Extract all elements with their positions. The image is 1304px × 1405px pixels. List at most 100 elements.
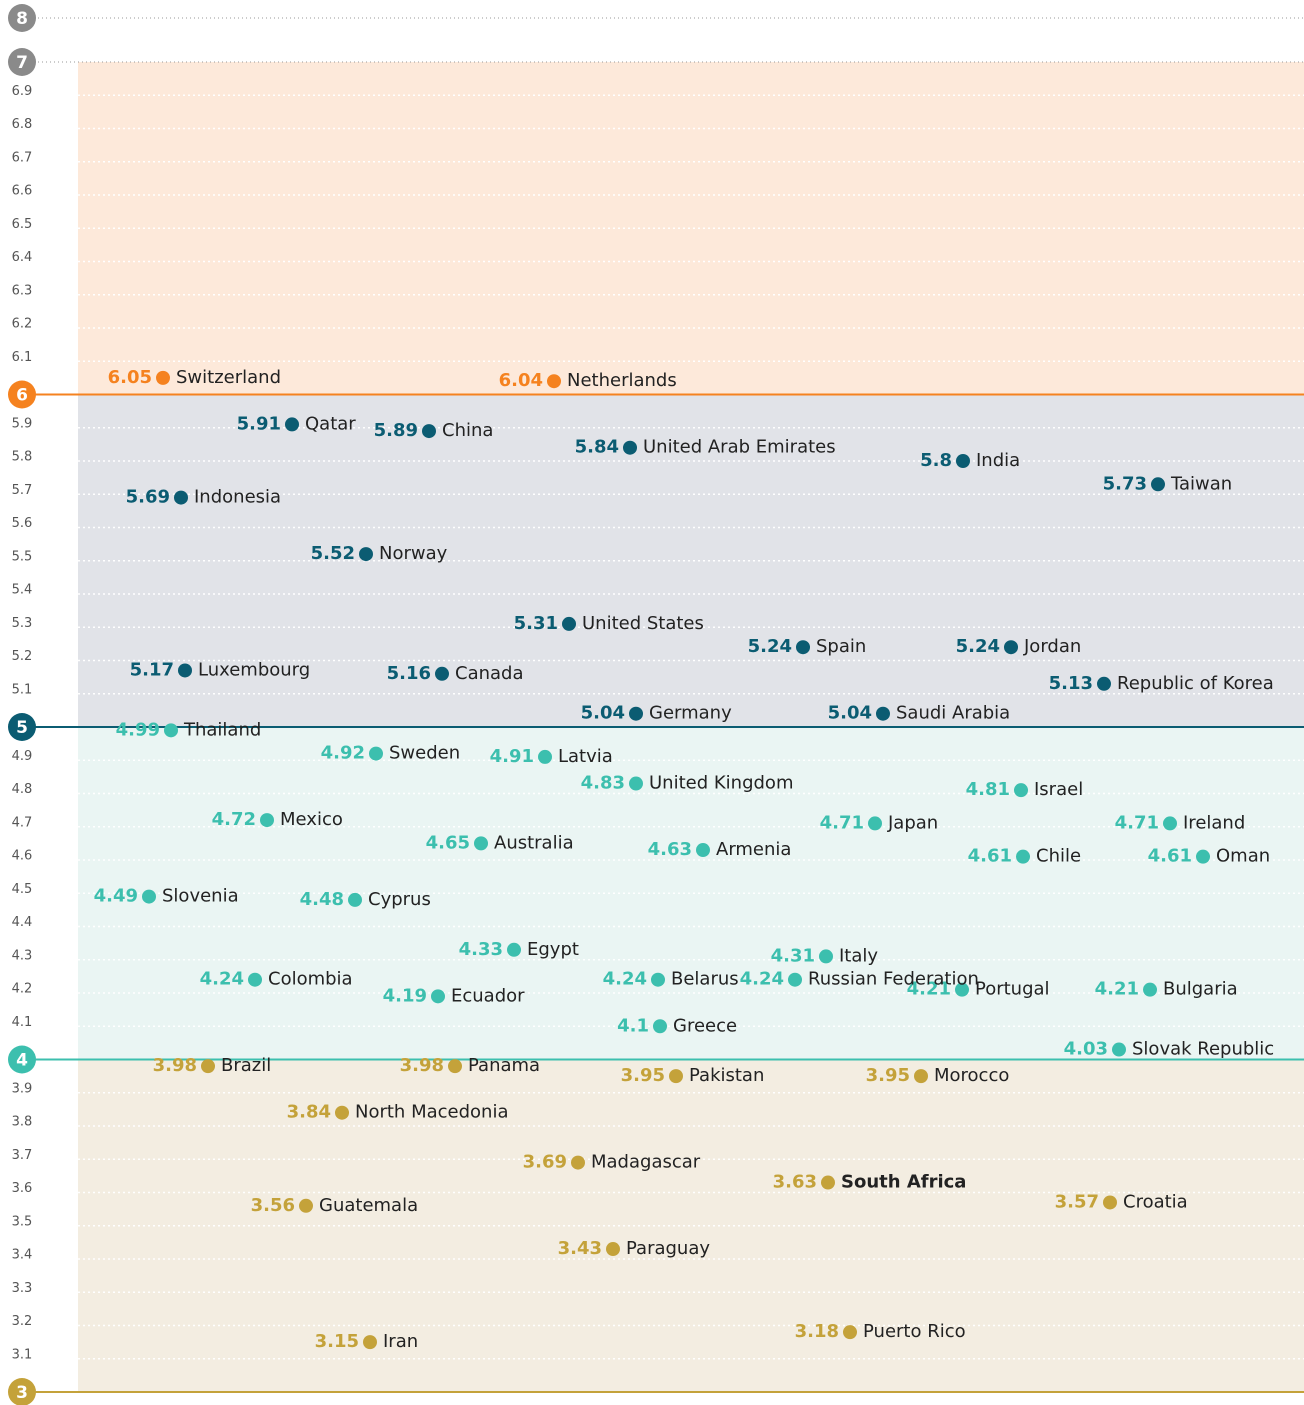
- value-label: 4.19: [383, 985, 427, 1006]
- country-label: South Africa: [841, 1172, 966, 1193]
- country-label: Israel: [1034, 779, 1083, 800]
- value-label: 4.49: [94, 886, 138, 907]
- value-label: 4.71: [820, 812, 864, 833]
- major-tick: [8, 1378, 36, 1405]
- point: 5.24 Jordan: [956, 636, 1082, 657]
- dot: [507, 942, 521, 957]
- point: 4.49 Slovenia: [94, 886, 239, 907]
- country-label: Switzerland: [176, 367, 281, 388]
- point: 3.98 Panama: [400, 1055, 541, 1076]
- dot: [248, 972, 262, 987]
- y-tick-label: 5.1: [12, 682, 33, 697]
- country-label: Japan: [887, 812, 938, 833]
- point: 4.31 Italy: [771, 945, 879, 966]
- dot: [696, 843, 710, 858]
- value-label: 3.56: [251, 1195, 295, 1216]
- country-label: India: [976, 450, 1020, 471]
- value-label: 3.69: [523, 1152, 567, 1173]
- country-label: Egypt: [527, 939, 579, 960]
- country-label: Oman: [1216, 846, 1270, 867]
- y-tick-label: 5.5: [12, 549, 33, 564]
- country-label: Greece: [673, 1015, 737, 1036]
- value-label: 4.24: [603, 969, 647, 990]
- country-label: Sweden: [389, 743, 460, 764]
- dot: [1016, 849, 1030, 864]
- point: 3.18 Puerto Rico: [795, 1321, 966, 1342]
- dot: [335, 1105, 349, 1120]
- band: [78, 62, 1304, 395]
- y-tick-label: 4.2: [12, 982, 33, 997]
- value-label: 4.71: [1115, 812, 1159, 833]
- dot: [1112, 1042, 1126, 1057]
- point: 5.84 United Arab Emirates: [575, 437, 836, 458]
- point: 3.43 Paraguay: [558, 1238, 711, 1259]
- country-label: Pakistan: [689, 1065, 764, 1086]
- value-label: 5.52: [311, 543, 355, 564]
- major-tick: [8, 48, 36, 76]
- country-label: Paraguay: [626, 1238, 710, 1259]
- y-tick-label: 6.9: [12, 84, 33, 99]
- country-label: Puerto Rico: [863, 1321, 966, 1342]
- dot: [178, 663, 192, 678]
- y-tick-label: 3.6: [12, 1181, 33, 1196]
- y-tick-label: 4.7: [12, 815, 33, 830]
- value-label: 3.63: [773, 1172, 817, 1193]
- dot: [562, 616, 576, 631]
- point: 4.92 Sweden: [321, 743, 461, 764]
- dot: [955, 982, 969, 997]
- y-tick-label: 8: [16, 9, 28, 29]
- y-tick-label: 4.9: [12, 749, 33, 764]
- country-label: Australia: [494, 832, 574, 853]
- point: 5.69 Indonesia: [126, 487, 281, 508]
- country-label: Brazil: [221, 1055, 271, 1076]
- point: 4.24 Colombia: [200, 969, 353, 990]
- country-label: Slovenia: [162, 886, 239, 907]
- dot: [629, 706, 643, 721]
- dot: [819, 949, 833, 964]
- point: 4.19 Ecuador: [383, 985, 526, 1006]
- value-label: 3.95: [621, 1065, 665, 1086]
- y-tick-label: 3.9: [12, 1081, 33, 1096]
- point: 3.15 Iran: [315, 1331, 419, 1352]
- value-label: 5.13: [1049, 673, 1093, 694]
- point: 3.69 Madagascar: [523, 1152, 701, 1173]
- dot: [876, 706, 890, 721]
- country-label: United Kingdom: [649, 773, 793, 794]
- dot: [821, 1175, 835, 1190]
- dot: [1196, 849, 1210, 864]
- country-label: Norway: [379, 543, 448, 564]
- y-tick-label: 5.3: [12, 616, 33, 631]
- value-label: 3.15: [315, 1331, 359, 1352]
- y-tick-label: 3.7: [12, 1148, 33, 1163]
- point: 3.57 Croatia: [1055, 1191, 1188, 1212]
- country-label: Italy: [839, 945, 878, 966]
- y-tick-label: 7: [16, 53, 28, 73]
- y-tick-label: 3.3: [12, 1281, 33, 1296]
- y-tick-label: 4.4: [12, 915, 33, 930]
- point: 5.24 Spain: [748, 636, 867, 657]
- value-label: 4.65: [426, 832, 470, 853]
- point: 4.72 Mexico: [212, 809, 343, 830]
- point: 4.03 Slovak Republic: [1064, 1039, 1275, 1060]
- y-tick-label: 5.2: [12, 649, 33, 664]
- point: 5.17 Luxembourg: [130, 659, 311, 680]
- country-label: Canada: [455, 663, 524, 684]
- point: 5.8 India: [920, 450, 1020, 471]
- country-label: Colombia: [268, 969, 353, 990]
- dot: [653, 1019, 667, 1034]
- point: 4.71 Japan: [820, 812, 939, 833]
- point: 5.91 Qatar: [237, 413, 357, 434]
- country-label: Morocco: [934, 1065, 1009, 1086]
- point: 3.95 Pakistan: [621, 1065, 765, 1086]
- value-label: 4.03: [1064, 1039, 1108, 1060]
- value-label: 5.84: [575, 437, 619, 458]
- country-label: Thailand: [183, 719, 261, 740]
- country-label: United States: [582, 613, 704, 634]
- y-tick-label: 4.1: [12, 1015, 33, 1030]
- y-tick-label: 6.2: [12, 317, 33, 332]
- value-label: 4.24: [740, 969, 784, 990]
- dot: [363, 1335, 377, 1350]
- country-label: Qatar: [305, 413, 356, 434]
- dot: [474, 836, 488, 851]
- dot: [1151, 477, 1165, 492]
